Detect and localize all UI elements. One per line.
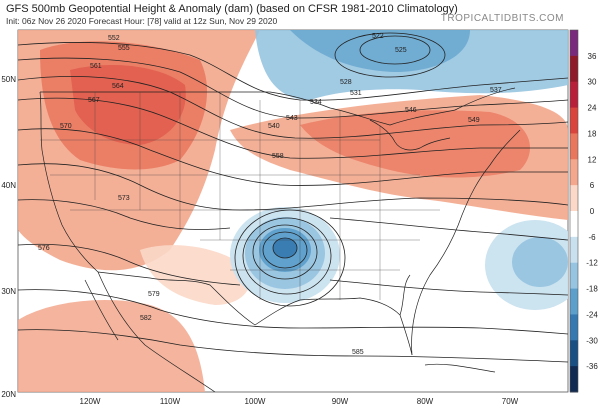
colorbar-swatch [570, 262, 578, 290]
colorbar-tick-label: -36 [586, 362, 598, 371]
colorbar-tick-label: -12 [586, 259, 598, 268]
contour-label-543: 543 [286, 115, 298, 122]
colorbar-swatch [570, 314, 578, 341]
florida [399, 274, 411, 316]
contour-label-561: 561 [90, 63, 102, 70]
positive-anomaly-east-core [300, 110, 530, 178]
colorbar-swatch [570, 107, 578, 134]
map-subtitle: Init: 06z Nov 26 2020 Forecast Hour: [78… [6, 16, 278, 26]
colorbar-swatch [570, 185, 578, 212]
colorbar-tick-label: 24 [588, 104, 597, 113]
colorbar-swatch [570, 288, 578, 315]
contour-label-555: 555 [118, 45, 130, 52]
contour-label-549: 549 [468, 117, 480, 124]
longitude-labels: 120W 110W 100W 90W 80W 70W [80, 397, 519, 406]
contour-labels: 552 555 561 564 567 570 573 576 579 582 … [38, 33, 502, 356]
colorbar-swatch [570, 81, 578, 109]
contour-label-531: 531 [350, 90, 362, 97]
great-lakes [369, 119, 451, 151]
colorbar-swatch [570, 211, 578, 238]
contour-label-534: 534 [310, 99, 322, 106]
positive-anomaly-west-inner [70, 65, 186, 145]
colorbar-tick-label: 30 [588, 78, 597, 87]
atlantic-negative-inner [512, 237, 568, 287]
contour-label-552: 552 [108, 35, 120, 42]
contour-label-525: 525 [395, 47, 407, 54]
colorbar-swatch [570, 340, 578, 367]
cutoff-low-core [273, 238, 297, 258]
contour-label-558: 558 [272, 153, 284, 160]
west-coast [39, 91, 99, 273]
height-contours [18, 32, 568, 363]
contour-label-579: 579 [148, 291, 160, 298]
colorbar-swatch [570, 159, 578, 186]
map-title: GFS 500mb Geopotential Height & Anomaly … [6, 3, 458, 15]
colorbar-tick-label: 18 [588, 129, 597, 138]
cuba [424, 363, 496, 373]
us-canada-border [40, 87, 516, 126]
contour-label-570: 570 [60, 123, 72, 130]
contour-label-567: 567 [88, 97, 100, 104]
contour-label-528: 528 [340, 79, 352, 86]
colorbar-swatch [570, 55, 578, 83]
contour-label-576: 576 [38, 245, 50, 252]
lat-label-40n: 40N [1, 181, 16, 190]
lon-label-120w: 120W [80, 397, 101, 406]
lat-label-20n: 20N [1, 390, 16, 399]
contour-label-540: 540 [268, 123, 280, 130]
lon-label-100w: 100W [245, 397, 266, 406]
contour-label-564: 564 [112, 83, 124, 90]
contour-label-522: 522 [372, 33, 384, 40]
lon-label-80w: 80W [417, 397, 434, 406]
colorbar-swatch [570, 30, 578, 57]
colorbar-frame [569, 29, 579, 393]
colorbar-swatch [570, 236, 578, 264]
colorbar-tick-label: -30 [586, 336, 598, 345]
lon-label-70w: 70W [502, 397, 519, 406]
colorbar-tick-label: 0 [590, 207, 595, 216]
east-coast [411, 129, 521, 356]
us-mexico-border [97, 271, 256, 326]
lat-label-30n: 30N [1, 287, 16, 296]
contour-label-585: 585 [352, 349, 364, 356]
colorbar-tick-label: 36 [588, 52, 597, 61]
colorbar-tick-label: 6 [590, 181, 595, 190]
colorbar-swatch [570, 133, 578, 160]
lon-label-110w: 110W [160, 397, 181, 406]
colorbar-tick-label: 12 [588, 155, 597, 164]
contour-label-573: 573 [118, 195, 130, 202]
colorbar: 36 30 24 18 12 6 0 -6 -12 -18 -24 -30 -36 [569, 29, 598, 393]
latitude-labels: 50N 40N 30N 20N [1, 75, 16, 399]
colorbar-tick-label: -6 [588, 233, 596, 242]
colorbar-tick-label: -18 [586, 285, 598, 294]
negative-anomaly-north-core [290, 30, 470, 72]
lon-label-90w: 90W [332, 397, 349, 406]
contour-label-546: 546 [405, 107, 417, 114]
contour-label-582: 582 [140, 315, 152, 322]
light-positive-mexico [140, 245, 251, 305]
colorbar-swatch [570, 366, 578, 393]
brand-logo-text: TROPICALTIDBITS.COM [440, 13, 564, 24]
lat-label-50n: 50N [1, 75, 16, 84]
anomaly-fill [18, 30, 568, 392]
contour-label-537: 537 [490, 87, 502, 94]
colorbar-tick-label: -24 [586, 310, 598, 319]
positive-anomaly-mexico [18, 300, 205, 392]
